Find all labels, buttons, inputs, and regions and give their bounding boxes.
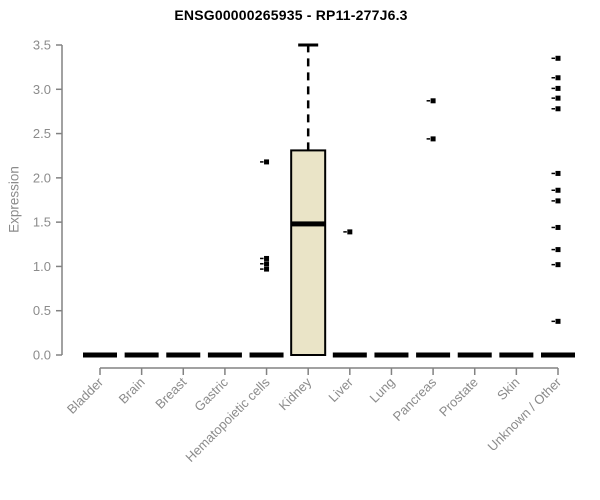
outlier-point [555,187,561,193]
chart-title: ENSG00000265935 - RP11-277J6.3 [174,7,408,23]
outlier-point [264,261,270,267]
x-tick-label: Bladder [64,374,107,417]
zero-box [374,352,409,358]
outlier-point [264,255,270,261]
outlier-point [555,95,561,101]
zero-box [457,352,492,358]
outlier-point [264,266,270,272]
x-tick-label: Pancreas [390,374,440,424]
y-tick-label: 1.5 [33,215,51,230]
y-tick-label: 2.0 [33,170,51,185]
outlier-point [555,85,561,91]
zero-box [124,352,159,358]
y-tick-label: 2.5 [33,126,51,141]
x-tick-label: Skin [494,375,522,403]
outlier-point [555,224,561,230]
zero-box [83,352,117,358]
outlier-point [430,136,436,142]
x-tick-label: Brain [116,375,148,407]
zero-box [207,352,242,358]
median-line [291,221,326,227]
outlier-point [555,75,561,81]
zero-box [499,352,534,358]
y-tick-label: 3.0 [33,82,51,97]
x-tick-label: Unknown / Other [485,374,565,454]
zero-box [541,352,575,358]
zero-box [166,352,201,358]
outlier-point [555,247,561,253]
zero-box [332,352,367,358]
y-tick-label: 1.0 [33,259,51,274]
outlier-point [555,170,561,176]
y-tick-label: 3.5 [33,38,51,53]
outlier-point [264,159,270,165]
zero-box [249,352,284,358]
x-tick-label: Kidney [276,374,315,413]
x-tick-label: Gastric [191,374,231,414]
x-tick-label: Prostate [436,375,481,420]
x-tick-label: Liver [325,374,356,405]
box [290,149,327,356]
outlier-point [555,262,561,268]
outlier-point [555,318,561,324]
outlier-point [555,106,561,112]
x-tick-label: Lung [367,375,398,406]
x-tick-label: Breast [152,374,189,411]
outlier-point [555,55,561,61]
outlier-point [347,229,353,235]
y-tick-label: 0.5 [33,303,51,318]
y-tick-label: 0.0 [33,348,51,363]
zero-box [416,352,451,358]
outlier-point [555,198,561,204]
outlier-point [430,98,436,104]
